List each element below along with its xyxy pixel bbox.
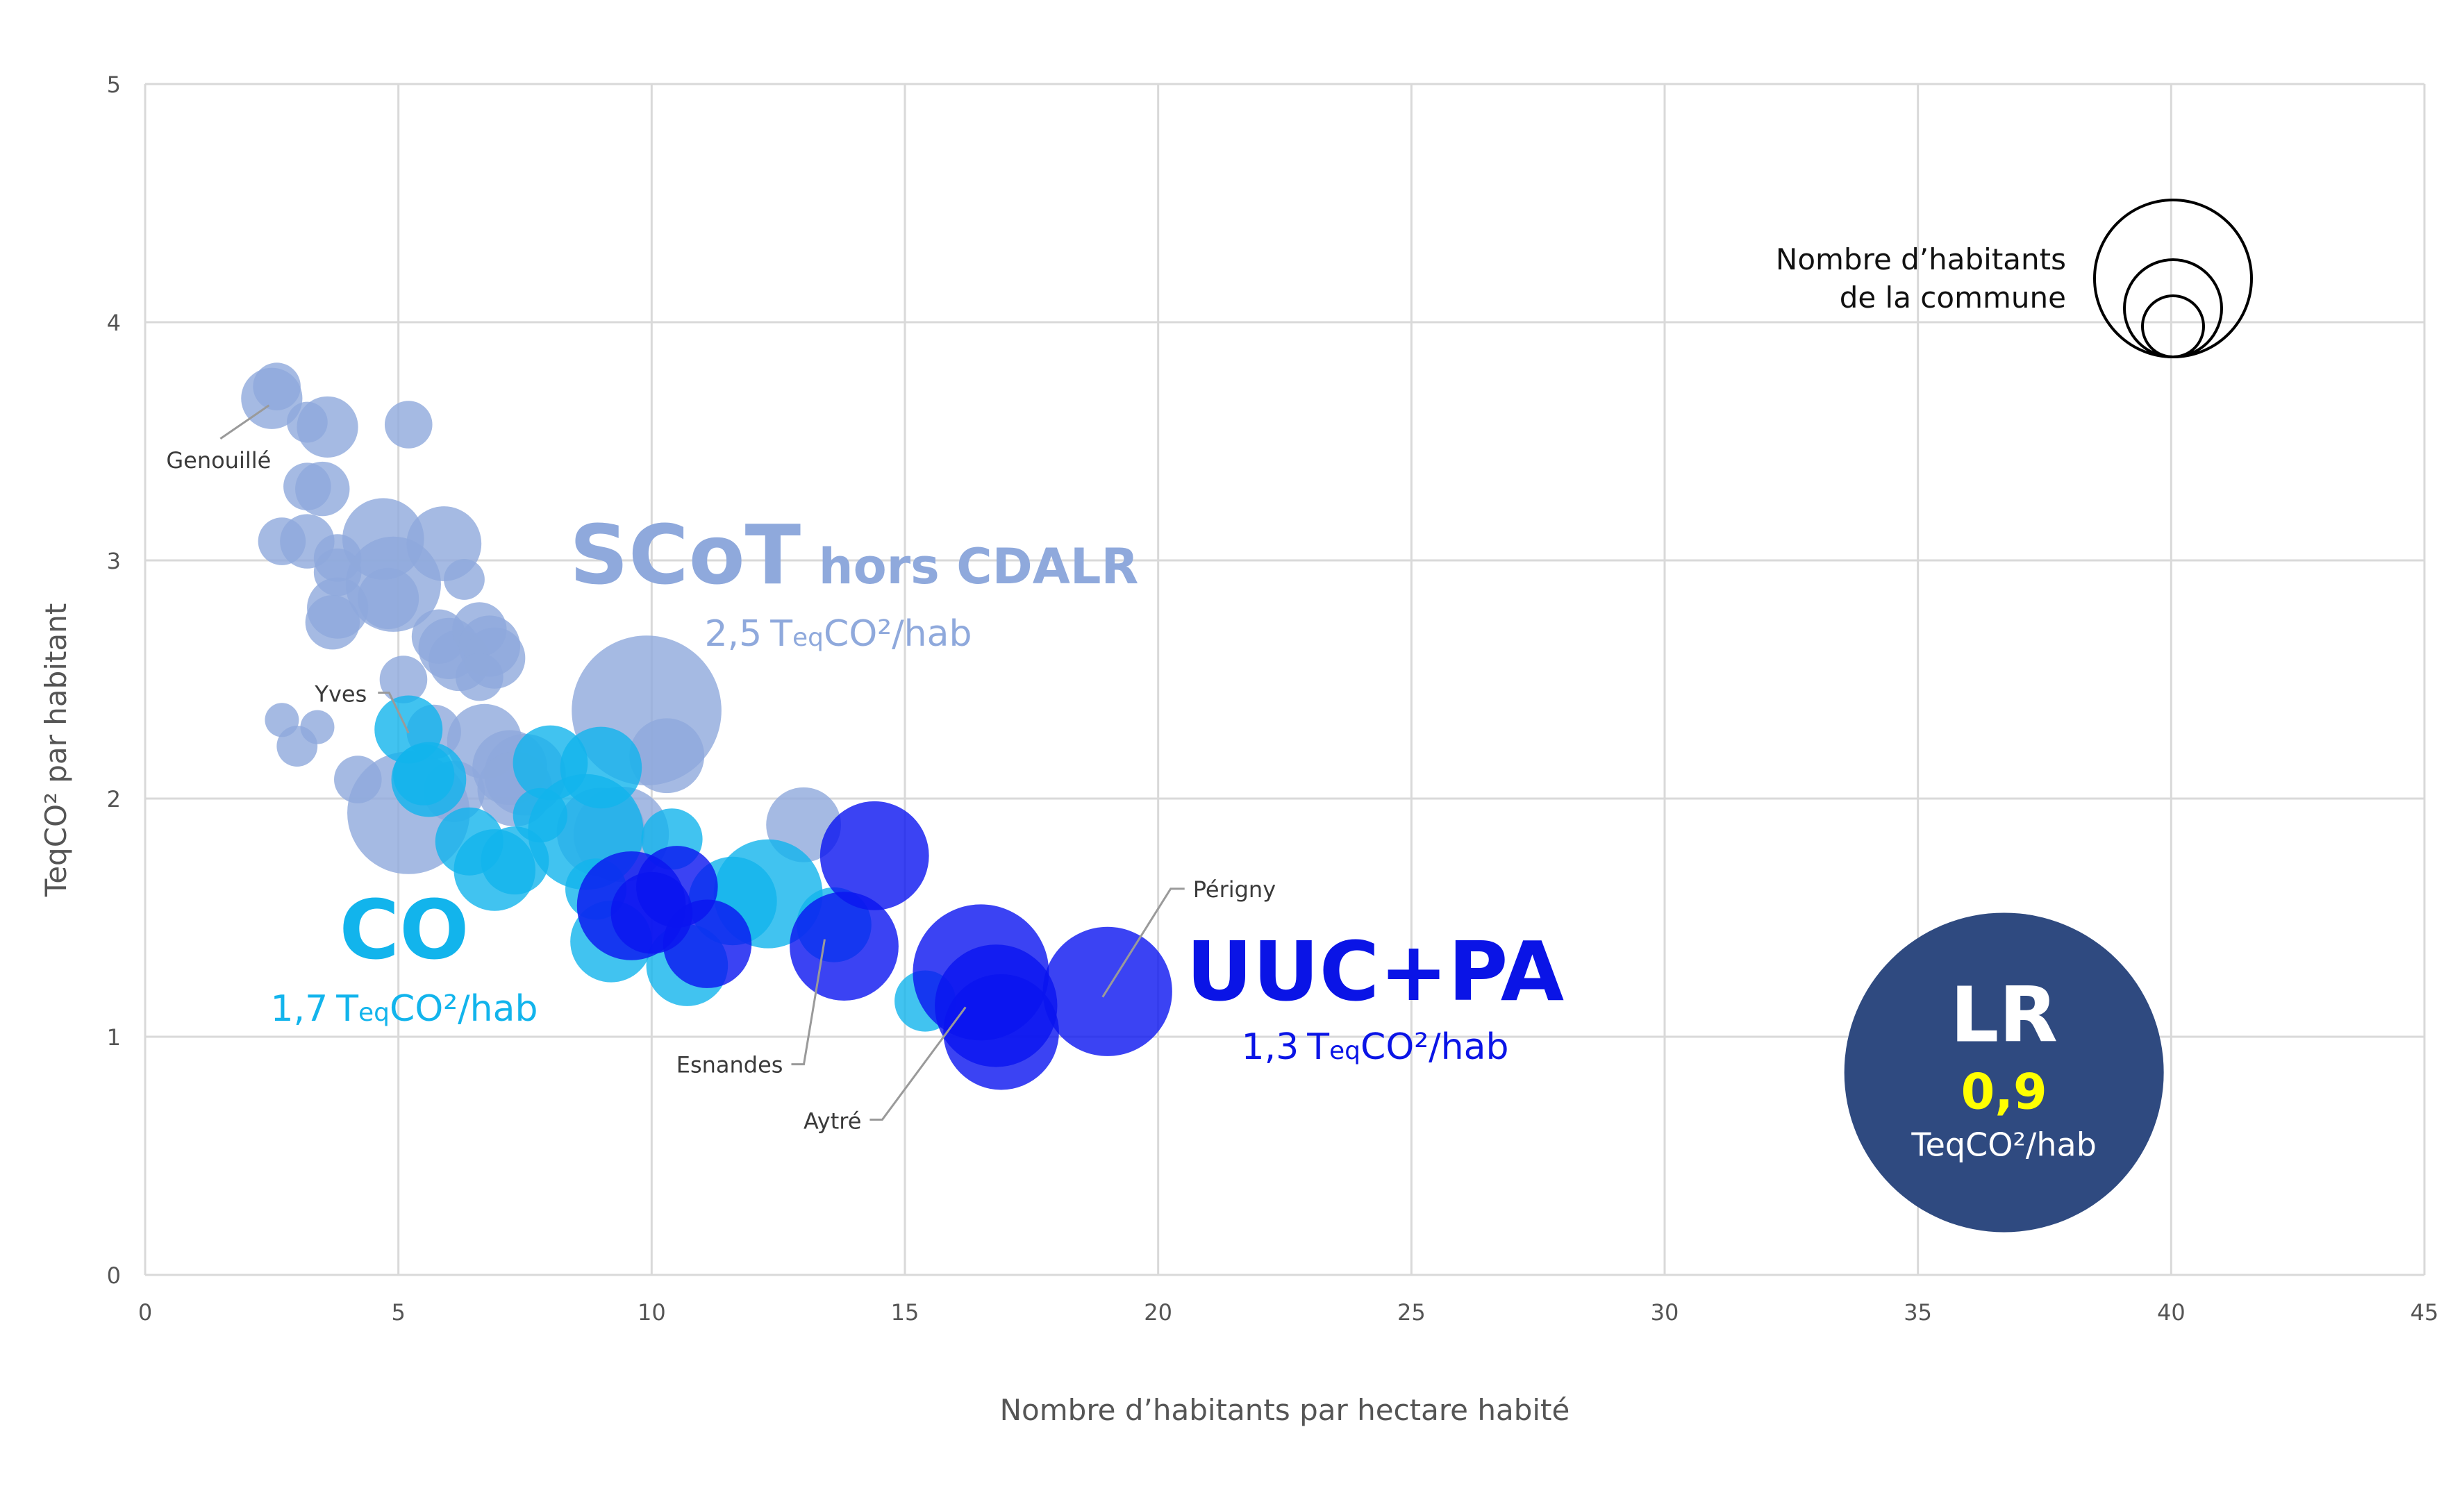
x-tick-label: 35 xyxy=(1904,1299,1932,1326)
size-legend: Nombre d’habitants de la commune xyxy=(1776,199,2253,358)
bubble-scot xyxy=(379,656,428,703)
callout-leader-line xyxy=(1101,887,1185,998)
x-tick-label: 40 xyxy=(2157,1299,2186,1326)
y-tick-label: 1 xyxy=(107,1024,121,1051)
uuc-group-title: UUC+PA xyxy=(1186,924,1564,1019)
y-tick-label: 5 xyxy=(107,72,121,98)
bubble-scot xyxy=(456,653,503,701)
callout-label: Esnandes xyxy=(676,1052,783,1078)
lr-bubble xyxy=(1844,912,2164,1233)
callout-label: Genouillé xyxy=(166,447,271,474)
size-legend-line2: de la commune xyxy=(1840,281,2066,315)
callout-leader-line xyxy=(869,1006,967,1121)
bubble-scot xyxy=(305,594,360,650)
size-legend-circle-small xyxy=(2141,294,2205,358)
scot-group-title: SCoT hors CDALR xyxy=(569,507,1138,603)
callout-leader-line xyxy=(219,404,270,440)
callouts: Genouillé Yves Esnandes Aytré Périgny xyxy=(166,404,1276,1134)
bubble-uuc xyxy=(790,892,899,1001)
y-tick-label: 3 xyxy=(107,548,121,574)
bubble-co xyxy=(453,829,536,911)
bubble-scot xyxy=(357,567,419,629)
x-tick-label: 45 xyxy=(2411,1299,2439,1326)
bubble-uuc xyxy=(943,974,1059,1090)
lr-value: 0,9 xyxy=(1961,1063,2047,1120)
scot-name: SCoT xyxy=(569,507,801,603)
lr-unit: TeqCO²/hab xyxy=(1911,1126,2097,1163)
x-tick-label: 25 xyxy=(1397,1299,1426,1326)
size-legend-circle-large xyxy=(2093,199,2253,358)
bubble-scot xyxy=(253,362,301,410)
x-axis-ticks: 0 5 10 15 20 25 30 35 40 45 xyxy=(138,1299,2439,1326)
x-axis-title: Nombre d’habitants par hectare habité xyxy=(1000,1393,1570,1427)
grid xyxy=(144,83,2426,1276)
y-axis-ticks: 0 1 2 3 4 5 xyxy=(107,72,121,1289)
callout-leader-line xyxy=(791,939,826,1066)
y-tick-label: 0 xyxy=(107,1262,121,1289)
callout-label: Yves xyxy=(314,681,367,708)
co-average: 1,7 TeqCO²/hab xyxy=(271,988,538,1030)
y-axis-title: TeqCO² par habitant xyxy=(39,603,73,898)
bubble-co xyxy=(393,744,455,806)
x-tick-label: 20 xyxy=(1144,1299,1172,1326)
bubble-scot xyxy=(384,401,433,449)
lr-label: LR xyxy=(1950,970,2058,1059)
bubble-uuc xyxy=(819,801,929,910)
bubble-uuc xyxy=(663,899,752,988)
lr-bubble-group: LR 0,9 TeqCO²/hab xyxy=(1844,912,2164,1233)
bubble-scot xyxy=(629,718,705,794)
y-tick-label: 4 xyxy=(107,310,121,336)
x-tick-label: 15 xyxy=(891,1299,919,1326)
scot-suffix: hors CDALR xyxy=(819,538,1139,595)
x-tick-label: 10 xyxy=(638,1299,666,1326)
bubbles xyxy=(241,362,1172,1090)
scot-average: 2,5 TeqCO²/hab xyxy=(705,613,972,655)
uuc-average: 1,3 TeqCO²/hab xyxy=(1242,1026,1509,1068)
bubble-scot xyxy=(297,396,358,458)
size-legend-line1: Nombre d’habitants xyxy=(1776,242,2066,276)
callout-label: Périgny xyxy=(1193,876,1276,903)
x-tick-label: 5 xyxy=(391,1299,405,1326)
co-group-title: CO xyxy=(340,882,469,978)
x-tick-label: 0 xyxy=(138,1299,152,1326)
callout-label: Aytré xyxy=(804,1108,861,1134)
y-tick-label: 2 xyxy=(107,786,121,812)
size-legend-circle-medium xyxy=(2123,258,2223,358)
callout-leader-line xyxy=(378,692,410,734)
bubble-scot xyxy=(276,726,318,767)
bubble-scot xyxy=(444,559,485,600)
x-tick-label: 30 xyxy=(1651,1299,1679,1326)
bubble-scot xyxy=(295,461,350,517)
bubble-uuc xyxy=(1042,926,1172,1056)
